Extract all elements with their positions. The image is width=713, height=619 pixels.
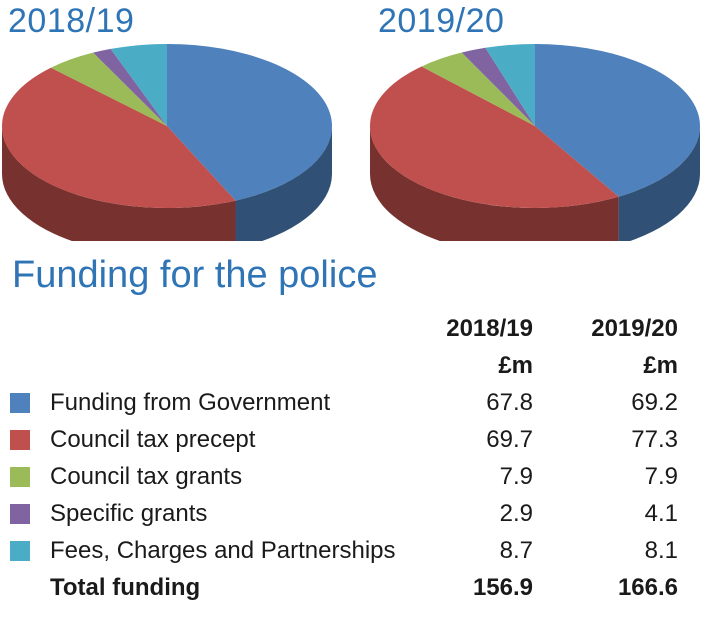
pie-side-2018-19-funding-from-government [235,126,332,241]
legend-swatch-council-tax-precept [10,430,30,451]
pie-slice-2019-20-fees-charges-and-partnerships [485,44,535,126]
total-2018-19: 156.9 [472,573,533,601]
table-unit-row: £m £m [10,347,678,384]
pie-slice-2018-19-council-tax-grants [50,52,167,126]
pie-chart-2019-20 [370,44,700,241]
pie-slice-2019-20-council-tax-precept [370,66,619,208]
pie-title-2019-20: 2019/20 [378,2,505,40]
pie-slice-2018-19-council-tax-precept [2,67,236,208]
pie-chart-2018-19 [2,44,332,241]
pie-side-2019-20-council-tax-precept [370,126,619,241]
legend-swatch-fees-charges-and-partnerships [10,541,30,562]
pie-slice-2019-20-specific-grants [461,47,535,126]
table-header-row: 2018/19 2019/20 [10,310,678,347]
pie-slice-2018-19-funding-from-government [167,44,332,201]
value-2019-20-specific-grants: 4.1 [644,499,678,527]
chart-heading: Funding for the police [12,254,378,296]
legend-label-specific-grants: Specific grants [50,499,208,527]
value-2019-20-funding-from-government: 69.2 [631,388,678,416]
value-2019-20-council-tax-precept: 77.3 [631,425,678,453]
pie-slice-2018-19-fees-charges-and-partnerships [110,44,167,126]
pie-title-2018-19: 2018/19 [8,2,135,40]
value-2018-19-specific-grants: 2.9 [499,499,533,527]
column-header-2018-19: 2018/19 [446,314,533,342]
pie-side-2019-20-funding-from-government [618,126,700,241]
unit-label-2018-19: £m [498,351,533,379]
pie-slice-2018-19-specific-grants [93,48,167,126]
funding-table: 2018/19 2019/20 £m £m Funding from Gover… [10,310,678,606]
legend-swatch-specific-grants [10,504,30,525]
value-2018-19-funding-from-government: 67.8 [486,388,533,416]
legend-label-council-tax-grants: Council tax grants [50,462,243,490]
table-row-funding-from-government: Funding from Government 67.8 69.2 [10,384,678,421]
total-row: Total funding 156.9 166.6 [10,569,678,606]
legend-label-funding-from-government: Funding from Government [50,388,331,416]
legend-swatch-council-tax-grants [10,467,30,488]
table-row-council-tax-grants: Council tax grants 7.9 7.9 [10,458,678,495]
value-2018-19-council-tax-grants: 7.9 [499,462,533,490]
column-header-2019-20: 2019/20 [591,314,678,342]
value-2018-19-fees-charges-and-partnerships: 8.7 [499,536,533,564]
unit-label-2019-20: £m [643,351,678,379]
value-2019-20-council-tax-grants: 7.9 [644,462,678,490]
total-2019-20: 166.6 [617,573,678,601]
pie-slice-2019-20-council-tax-grants [421,52,535,126]
legend-label-fees-charges-and-partnerships: Fees, Charges and Partnerships [50,536,396,564]
value-2019-20-fees-charges-and-partnerships: 8.1 [644,536,678,564]
value-2018-19-council-tax-precept: 69.7 [486,425,533,453]
pie-side-2018-19-council-tax-precept [2,126,236,241]
table-row-fees-charges-and-partnerships: Fees, Charges and Partnerships 8.7 8.1 [10,532,678,569]
table-row-specific-grants: Specific grants 2.9 4.1 [10,495,678,532]
legend-swatch-funding-from-government [10,393,30,414]
total-label: Total funding [50,573,201,601]
pie-slice-2019-20-funding-from-government [535,44,700,197]
legend-label-council-tax-precept: Council tax precept [50,425,256,453]
table-row-council-tax-precept: Council tax precept 69.7 77.3 [10,421,678,458]
